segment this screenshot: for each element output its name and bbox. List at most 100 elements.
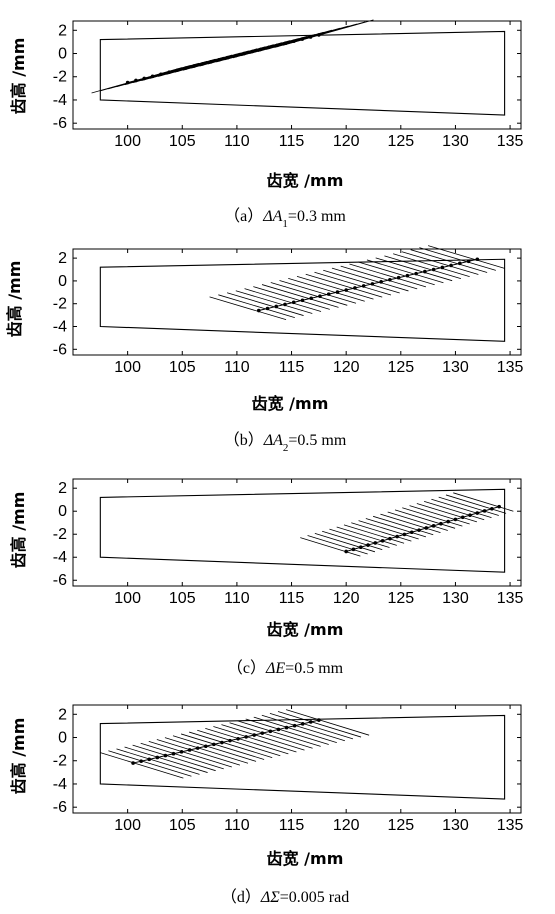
contact-point <box>150 74 155 79</box>
x-tick-label: 110 <box>224 590 250 607</box>
contact-point <box>208 60 213 64</box>
plot-area: 100 105 110 115 120 125 130 135 2 0 -2 -4 -6 <box>53 478 524 607</box>
contact-line <box>245 718 329 745</box>
contact-line <box>349 263 427 288</box>
contact-point <box>449 263 453 268</box>
contact-point <box>292 723 297 728</box>
x-tick-label: 105 <box>169 590 196 607</box>
contact-line <box>296 275 374 300</box>
contact-line <box>438 496 499 516</box>
contact-path <box>258 258 478 312</box>
contact-point <box>466 259 471 264</box>
contact-point <box>284 725 289 730</box>
contact-line <box>261 714 346 742</box>
x-tick-label: 120 <box>333 133 360 150</box>
contact-line <box>282 19 374 46</box>
contact-point <box>171 751 176 756</box>
contact-line <box>358 261 435 286</box>
contact-point <box>417 528 421 532</box>
contact-point <box>353 286 357 290</box>
contact-point <box>300 298 305 303</box>
contact-point <box>242 51 246 56</box>
y-tick-label: -6 <box>53 572 67 589</box>
contact-point <box>179 750 184 754</box>
contact-point <box>159 72 163 77</box>
y-tick-label: -4 <box>53 549 67 566</box>
contact-line <box>279 280 357 304</box>
contact-point <box>396 275 401 280</box>
contact-point <box>260 731 265 735</box>
contact-line <box>387 511 448 531</box>
tooth-boundary <box>99 258 506 342</box>
y-tick-label: -6 <box>53 341 67 358</box>
tooth-boundary <box>99 714 506 800</box>
contact-line <box>305 273 383 298</box>
x-tick-label: 115 <box>279 133 305 150</box>
contact-point <box>187 748 192 752</box>
tooth-boundary <box>99 30 506 116</box>
contact-point <box>163 753 168 758</box>
x-tick-label: 110 <box>224 359 250 376</box>
contact-point <box>184 66 188 70</box>
x-tick-label: 105 <box>169 359 196 376</box>
contact-point <box>351 547 356 552</box>
contact-point <box>475 511 480 515</box>
x-tick-label: 130 <box>442 590 469 607</box>
y-tick-label: 0 <box>58 46 67 63</box>
x-tick-label: 125 <box>387 817 414 834</box>
x-tick-label: 135 <box>497 817 524 834</box>
contact-point <box>388 277 392 282</box>
x-tick-label: 115 <box>279 359 305 376</box>
y-tick-label: -2 <box>53 753 67 770</box>
contact-line <box>205 727 289 755</box>
contact-point <box>439 521 443 526</box>
contact-point <box>283 302 287 307</box>
contact-point <box>405 273 410 278</box>
x-tick-label: 125 <box>387 590 414 607</box>
x-tick-label: 115 <box>279 817 305 834</box>
y-tick-label: -6 <box>53 115 67 132</box>
x-axis-label: 齿宽 /mm <box>267 849 344 868</box>
contact-point <box>380 539 385 543</box>
y-tick-label: -4 <box>53 319 67 336</box>
contact-point <box>318 294 322 298</box>
contact-line <box>253 716 337 744</box>
contact-line <box>419 247 496 271</box>
contact-line <box>428 245 505 269</box>
contact-point <box>142 76 147 81</box>
contact-point <box>256 308 261 313</box>
y-tick-label: 0 <box>58 503 67 520</box>
contact-line <box>401 251 479 275</box>
y-axis-label: 齿高 /mm <box>9 38 28 115</box>
contact-point <box>460 515 465 520</box>
plot-area: 100 105 110 115 120 125 130 135 2 0 -2 -4 -6 <box>53 245 524 376</box>
contact-point <box>326 292 331 296</box>
contact-line <box>261 284 339 308</box>
contact-point <box>192 64 196 68</box>
x-tick-label: 100 <box>114 817 141 834</box>
contact-point <box>267 45 271 50</box>
contact-line <box>100 752 184 779</box>
contact-line <box>314 271 392 296</box>
contact-point <box>220 740 224 745</box>
contact-point <box>361 284 366 288</box>
x-tick-label: 120 <box>333 359 360 376</box>
y-tick-label: 0 <box>58 273 67 290</box>
contact-line <box>336 526 397 546</box>
contact-point <box>309 296 314 301</box>
contact-point <box>291 300 296 305</box>
x-tick-label: 100 <box>114 359 141 376</box>
contact-line <box>156 739 241 766</box>
contact-point <box>431 267 436 272</box>
contact-point <box>388 536 392 541</box>
contact-point <box>283 41 288 46</box>
contact-line <box>380 513 441 533</box>
y-axis-label: 齿高 /mm <box>5 261 24 338</box>
contact-line <box>375 257 453 282</box>
contact-line <box>410 249 488 273</box>
contact-path <box>346 506 500 552</box>
contact-point <box>317 33 321 37</box>
x-axis-label: 齿宽 /mm <box>267 171 344 190</box>
